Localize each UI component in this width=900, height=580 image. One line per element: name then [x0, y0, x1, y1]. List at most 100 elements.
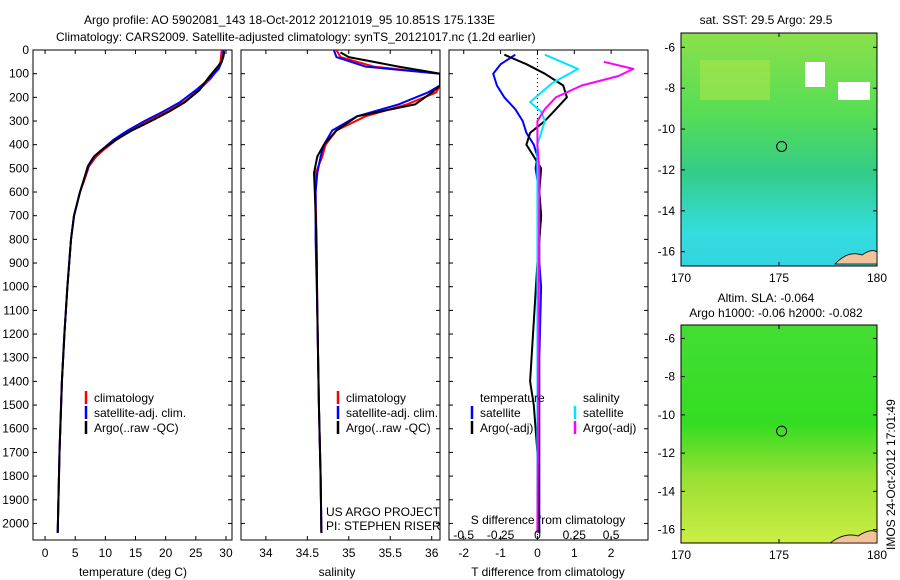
x-tick-label: 34	[259, 546, 273, 560]
temperature-y-ticks: 0 100 200 300 400 500 600 700 800 900 1000 1100 1200…	[2, 43, 232, 530]
x-tick-label: 180	[867, 271, 887, 285]
difference-legend: temperature salinity satellite Argo(-adj…	[470, 391, 636, 435]
x-tick-label: 15	[129, 546, 143, 560]
top-tick-label: 0	[534, 528, 541, 542]
y-tick-label: -14	[658, 484, 676, 498]
salinity-axes-frame	[240, 49, 441, 541]
sst-map-title: sat. SST: 29.5 Argo: 29.5	[700, 13, 833, 27]
y-tick-label: 1200	[2, 327, 29, 341]
pi-annotation: PI: STEPHEN RISER	[326, 519, 441, 533]
x-tick-label: 170	[671, 271, 691, 285]
difference-x-label: T difference from climatology	[471, 565, 625, 579]
sla-map-x-ticks: 170 175 180	[671, 325, 887, 562]
y-tick-label: -16	[658, 523, 676, 537]
difference-axes-frame	[448, 49, 649, 541]
sla-map-panel: Altim. SLA: -0.064 Argo h1000: -0.06 h20…	[658, 291, 888, 562]
x-tick-label: 0	[534, 546, 541, 560]
sla-coastline	[828, 530, 878, 544]
temperature-x-label: temperature (deg C)	[79, 565, 187, 579]
y-tick-label: 1400	[2, 374, 29, 388]
sst-map-panel: sat. SST: 29.5 Argo: 29.5 -6-8-10-12-14-…	[658, 13, 888, 285]
salinity-y-ticks	[241, 49, 440, 524]
x-tick-label: 170	[671, 548, 691, 562]
sst-map-x-ticks: 170 175 180	[671, 33, 887, 285]
series-line-temperature-argo-adj	[503, 53, 568, 533]
salinity-series	[313, 50, 440, 533]
difference-top-label: S difference from climatology	[471, 513, 626, 527]
salinity-legend: climatology satellite-adj. clim. Argo(..…	[336, 391, 438, 435]
x-tick-label: 10	[99, 546, 113, 560]
difference-x-ticks: -2 -1 0 1 2	[458, 50, 615, 560]
temperature-axes-frame	[32, 49, 233, 541]
legend-label-sal-satellite: satellite	[583, 406, 624, 420]
y-tick-label: 2000	[2, 516, 29, 530]
y-tick-label: 1700	[2, 445, 29, 459]
y-tick-label: -8	[664, 370, 675, 384]
top-tick-label: 0.25	[563, 528, 587, 542]
temperature-panel: 0100200300400500600700800900100011001200…	[2, 43, 233, 579]
x-tick-label: 35	[342, 546, 356, 560]
argo-position-marker	[776, 140, 788, 152]
salinity-x-ticks: 34 34.5 35 35.5 36	[259, 50, 439, 560]
x-tick-label: -1	[495, 546, 506, 560]
x-tick-label: 180	[867, 548, 887, 562]
y-tick-label: 900	[9, 256, 29, 270]
x-tick-label: 5	[72, 546, 79, 560]
x-tick-label: 1	[571, 546, 578, 560]
y-tick-label: 0	[22, 43, 29, 57]
y-tick-label: 1300	[2, 351, 29, 365]
legend-heading-temperature: temperature	[480, 391, 545, 405]
sla-map-y-ticks: -6 -8 -10 -12 -14 -16	[658, 331, 877, 537]
legend-label-climatology: climatology	[94, 391, 154, 405]
sst-land-mask	[838, 82, 870, 100]
legend-heading-salinity: salinity	[583, 391, 620, 405]
y-tick-label: 500	[9, 161, 29, 175]
series-line-salinity-satellite	[529, 53, 579, 533]
y-tick-label: 1800	[2, 469, 29, 483]
y-tick-label: 700	[9, 209, 29, 223]
y-tick-label: -12	[658, 163, 676, 177]
y-tick-label: -14	[658, 204, 676, 218]
salinity-panel: 34 34.5 35 35.5 36 salinity climatology sate…	[240, 49, 441, 579]
temperature-legend: climatology satellite-adj. clim. Argo(..…	[84, 391, 186, 435]
sla-map-field	[681, 325, 877, 543]
y-tick-label: -12	[658, 446, 676, 460]
series-line-argo-raw-qc	[313, 51, 440, 533]
top-tick-label: 0.5	[603, 528, 620, 542]
series-line-salinity-argo-adj	[536, 60, 635, 533]
x-tick-label: 25	[189, 546, 203, 560]
y-tick-label: 400	[9, 138, 29, 152]
figure-title-line2: Climatology: CARS2009. Satellite-adjuste…	[56, 30, 536, 44]
legend-label-argo: Argo(..raw -QC)	[94, 421, 179, 435]
y-tick-label: 1100	[3, 303, 29, 317]
difference-series	[492, 53, 635, 533]
x-tick-label: 0	[42, 546, 49, 560]
x-tick-label: 35.5	[379, 546, 403, 560]
y-tick-label: 800	[9, 232, 29, 246]
sla-map-title-line1: Altim. SLA: -0.064	[718, 291, 815, 305]
sst-land-mask	[805, 62, 825, 87]
y-tick-label: 100	[9, 67, 29, 81]
legend-label-argo: Argo(..raw -QC)	[346, 421, 431, 435]
y-tick-label: 200	[9, 90, 29, 104]
y-tick-label: -6	[664, 331, 675, 345]
x-tick-label: 2	[608, 546, 615, 560]
salinity-x-label: salinity	[319, 565, 356, 579]
difference-panel: -2 -1 0 1 2 temperature salinity satellite A…	[448, 49, 649, 579]
y-tick-label: 1000	[2, 280, 29, 294]
x-tick-label: 175	[769, 271, 789, 285]
y-tick-label: -16	[658, 245, 676, 259]
y-tick-label: -8	[664, 81, 675, 95]
top-tick-label: -0.25	[487, 528, 515, 542]
sst-map-y-ticks: -6 -8 -10 -12 -14 -16	[658, 40, 877, 259]
sst-coastline	[834, 250, 878, 265]
sst-warm-patch	[700, 60, 770, 100]
x-tick-label: 36	[425, 546, 439, 560]
timestamp-footer: IMOS 24-Oct-2012 17:01:49	[884, 399, 898, 550]
temperature-series	[56, 50, 226, 533]
legend-label-temp-satellite: satellite	[480, 406, 521, 420]
x-tick-label: 175	[769, 548, 789, 562]
y-tick-label: -10	[658, 408, 676, 422]
legend-label-satellite: satellite-adj. clim.	[346, 406, 438, 420]
